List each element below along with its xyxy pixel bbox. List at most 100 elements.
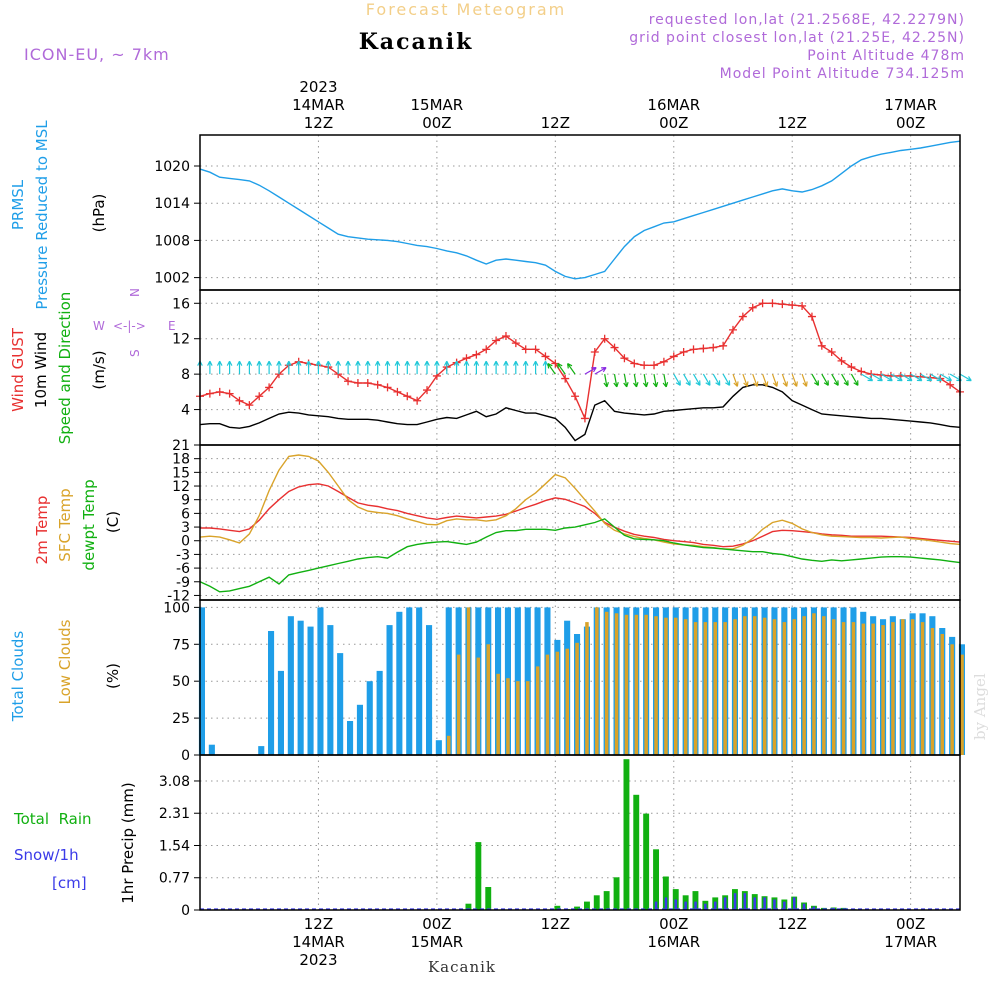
gust-marker-28: [472, 350, 481, 359]
wind-arrow-44: [633, 373, 639, 388]
clouds-bar-1-48: [674, 617, 678, 755]
clouds-bar-0-14: [337, 653, 344, 755]
clouds-bar-1-41: [604, 611, 609, 755]
gust-marker-32: [511, 339, 520, 348]
wind-arrow-29: [483, 360, 490, 375]
gust-marker-52: [709, 343, 718, 352]
pressure-ytick-label-0: 1002: [154, 271, 190, 287]
clouds-bar-1-73: [920, 622, 925, 755]
precip-panel-labels: Total Rain Snow/1h [cm] 1hr Precip (mm): [13, 782, 137, 903]
wind-compass-legend: W <-|-> E N S: [93, 288, 176, 357]
wind-arrow-3: [226, 360, 233, 375]
gust-marker-5: [245, 401, 254, 410]
gust-marker-57: [758, 299, 767, 308]
precip-bar-1-50: [694, 901, 697, 910]
clouds-bar-1-53: [723, 622, 727, 755]
gust-marker-40: [590, 348, 599, 356]
wind-arrow-34: [532, 360, 539, 375]
gust-marker-27: [462, 354, 471, 363]
clouds-ytick-label-2: 50: [172, 674, 190, 690]
clouds-bar-0-15: [347, 721, 354, 755]
precip-unit: 1hr Precip (mm): [119, 782, 137, 903]
temp-label-1: 2m Temp: [33, 496, 51, 565]
gust-marker-23: [423, 386, 432, 395]
gust-marker-21: [403, 392, 412, 401]
pressure-panel-labels: PRMSL Pressure Reduced to MSL (hPa): [9, 120, 108, 310]
top-tick-label-1-1: 00Z: [422, 114, 451, 132]
clouds-bar-1-58: [772, 619, 777, 755]
wind-arrow-14: [335, 360, 342, 375]
wind-arrow-28: [473, 360, 480, 375]
temp-label-3: dewpt Temp: [80, 479, 98, 570]
clouds-bar-1-26: [456, 654, 461, 755]
precip-bar-1-47: [664, 897, 668, 910]
clouds-unit: (%): [104, 663, 122, 689]
compass-west: W: [93, 319, 105, 333]
precip-bar-1-55: [743, 893, 747, 910]
gust-marker-37: [561, 374, 570, 383]
clouds-bar-0-10: [297, 620, 304, 755]
wind-arrow-61: [801, 373, 808, 387]
clouds-bar-0-9: [287, 616, 294, 755]
gust-marker-6: [255, 392, 264, 401]
temp-ytick-label-3: -3: [176, 547, 190, 563]
model-altitude: Model Point Altitude 734.125m: [720, 66, 965, 82]
clouds-bar-1-30: [496, 673, 500, 755]
bottom-tick-label-5-1: 17MAR: [884, 933, 937, 951]
gust-marker-16: [353, 379, 362, 387]
temp-unit: (C): [104, 511, 122, 533]
gust-marker-46: [650, 361, 659, 370]
temp-ytick-label-6: 6: [181, 506, 190, 522]
clouds-label-1: Total Clouds: [9, 631, 27, 723]
wind-arrow-74: [930, 373, 943, 382]
bottom-tick-label-0-0: 12Z: [304, 915, 333, 933]
gust-marker-59: [778, 300, 787, 309]
wind-label-3: Speed and Direction: [56, 292, 74, 445]
wind-arrow-57: [762, 373, 769, 387]
gust-marker-47: [659, 357, 668, 366]
top-tick-label-1-0: 15MAR: [411, 96, 464, 114]
wind-series-0: [199, 302, 961, 421]
gust-marker-17: [363, 379, 372, 387]
temp-series-2: [199, 518, 961, 593]
clouds-bar-0-17: [366, 681, 373, 755]
clouds-bar-1-56: [753, 616, 757, 755]
wind-arrow-33: [522, 360, 529, 375]
temp-ytick-label-4: 0: [181, 534, 190, 550]
precip-bar-0-27: [465, 903, 472, 910]
precip-label-rain: Total Rain: [13, 810, 92, 828]
precip-panel: 0 0.77 1.54 2.31 3.08: [159, 754, 961, 919]
precip-bar-1-51: [704, 903, 707, 910]
temp-series-1: [199, 454, 961, 550]
wind-unit: (m/s): [90, 350, 108, 389]
compass-south: S: [128, 349, 142, 357]
clouds-bar-1-62: [812, 613, 816, 755]
clouds-bar-1-52: [713, 622, 717, 755]
wind-arrow-62: [811, 373, 819, 386]
precip-ytick-label-3: 2.31: [159, 806, 190, 822]
clouds-bar-1-77: [960, 654, 964, 755]
temp-ytick-label-2: -6: [176, 561, 190, 577]
compass-north: N: [128, 288, 142, 297]
gust-marker-43: [620, 354, 629, 363]
gust-marker-34: [531, 345, 540, 354]
precip-bar-0-45: [643, 813, 650, 910]
gust-marker-49: [679, 348, 688, 356]
wind-arrow-11: [305, 360, 312, 375]
top-tick-label-5-1: 00Z: [896, 114, 925, 132]
precip-bar-0-29: [485, 887, 492, 910]
precip-bar-1-46: [654, 901, 658, 910]
gust-marker-22: [413, 396, 422, 405]
clouds-bar-0-0: [198, 607, 205, 755]
clouds-bar-0-11: [307, 626, 314, 755]
clouds-bar-1-37: [565, 648, 569, 755]
clouds-bar-0-16: [356, 704, 363, 755]
top-tick-label-3-0: 16MAR: [647, 96, 700, 114]
precip-bar-0-39: [584, 901, 590, 910]
wind-arrow-65: [841, 373, 849, 386]
clouds-bar-0-22: [416, 607, 423, 755]
clouds-panel: 0 25 50 75 100: [163, 599, 965, 764]
precip-bar-0-41: [603, 891, 610, 910]
wind-arrow-7: [266, 360, 272, 375]
wind-arrow-52: [712, 373, 721, 386]
